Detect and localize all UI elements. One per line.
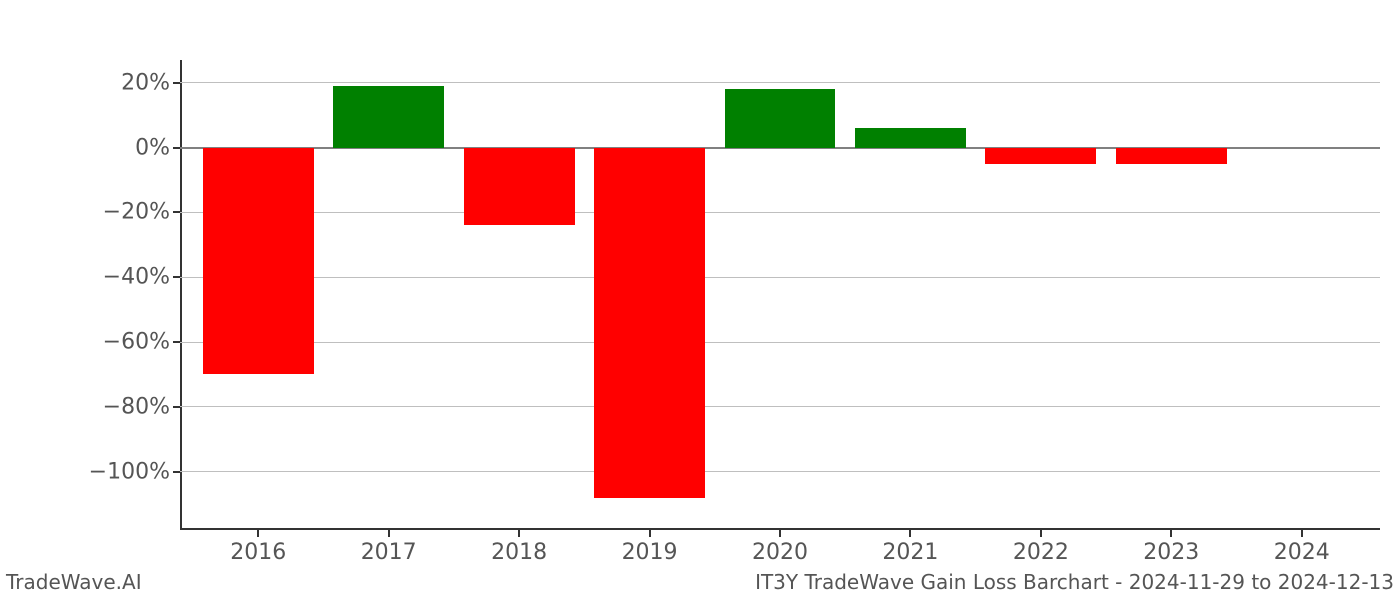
gridline: [180, 277, 1380, 278]
gridline: [180, 82, 1380, 83]
ytick-label: −80%: [70, 394, 170, 419]
ytick-label: −40%: [70, 265, 170, 290]
ytick-mark: [173, 276, 180, 278]
xtick-mark: [1170, 530, 1172, 537]
bar-2021: [855, 128, 966, 147]
ytick-mark: [173, 471, 180, 473]
gridline: [180, 342, 1380, 343]
ytick-mark: [173, 341, 180, 343]
footer-caption: IT3Y TradeWave Gain Loss Barchart - 2024…: [755, 570, 1394, 594]
xtick-mark: [649, 530, 651, 537]
xtick-label: 2019: [600, 540, 700, 565]
bar-2018: [464, 148, 575, 226]
ytick-label: −60%: [70, 330, 170, 355]
plot-area: 201620172018201920202021202220232024: [180, 60, 1380, 530]
xtick-mark: [388, 530, 390, 537]
ytick-label: 0%: [70, 135, 170, 160]
xtick-label: 2021: [860, 540, 960, 565]
gridline: [180, 471, 1380, 472]
xtick-mark: [909, 530, 911, 537]
ytick-mark: [173, 147, 180, 149]
gridline: [180, 406, 1380, 407]
ytick-label: 20%: [70, 70, 170, 95]
ytick-mark: [173, 211, 180, 213]
bar-2016: [203, 148, 314, 375]
xtick-label: 2024: [1252, 540, 1352, 565]
bar-2019: [594, 148, 705, 498]
xtick-label: 2017: [339, 540, 439, 565]
ytick-label: −100%: [70, 459, 170, 484]
xtick-mark: [779, 530, 781, 537]
bar-2020: [725, 89, 836, 147]
y-axis-spine: [180, 60, 182, 530]
bar-2017: [333, 86, 444, 148]
xtick-mark: [1301, 530, 1303, 537]
xtick-label: 2016: [208, 540, 308, 565]
bar-2022: [985, 148, 1096, 164]
xtick-label: 2022: [991, 540, 1091, 565]
xtick-mark: [518, 530, 520, 537]
footer-brand: TradeWave.AI: [6, 570, 142, 594]
xtick-label: 2018: [469, 540, 569, 565]
ytick-label: −20%: [70, 200, 170, 225]
bar-2023: [1116, 148, 1227, 164]
xtick-mark: [1040, 530, 1042, 537]
ytick-mark: [173, 82, 180, 84]
xtick-label: 2020: [730, 540, 830, 565]
xtick-label: 2023: [1121, 540, 1221, 565]
gain-loss-barchart: 201620172018201920202021202220232024 Tra…: [0, 0, 1400, 600]
ytick-mark: [173, 406, 180, 408]
xtick-mark: [257, 530, 259, 537]
gridline: [180, 212, 1380, 213]
